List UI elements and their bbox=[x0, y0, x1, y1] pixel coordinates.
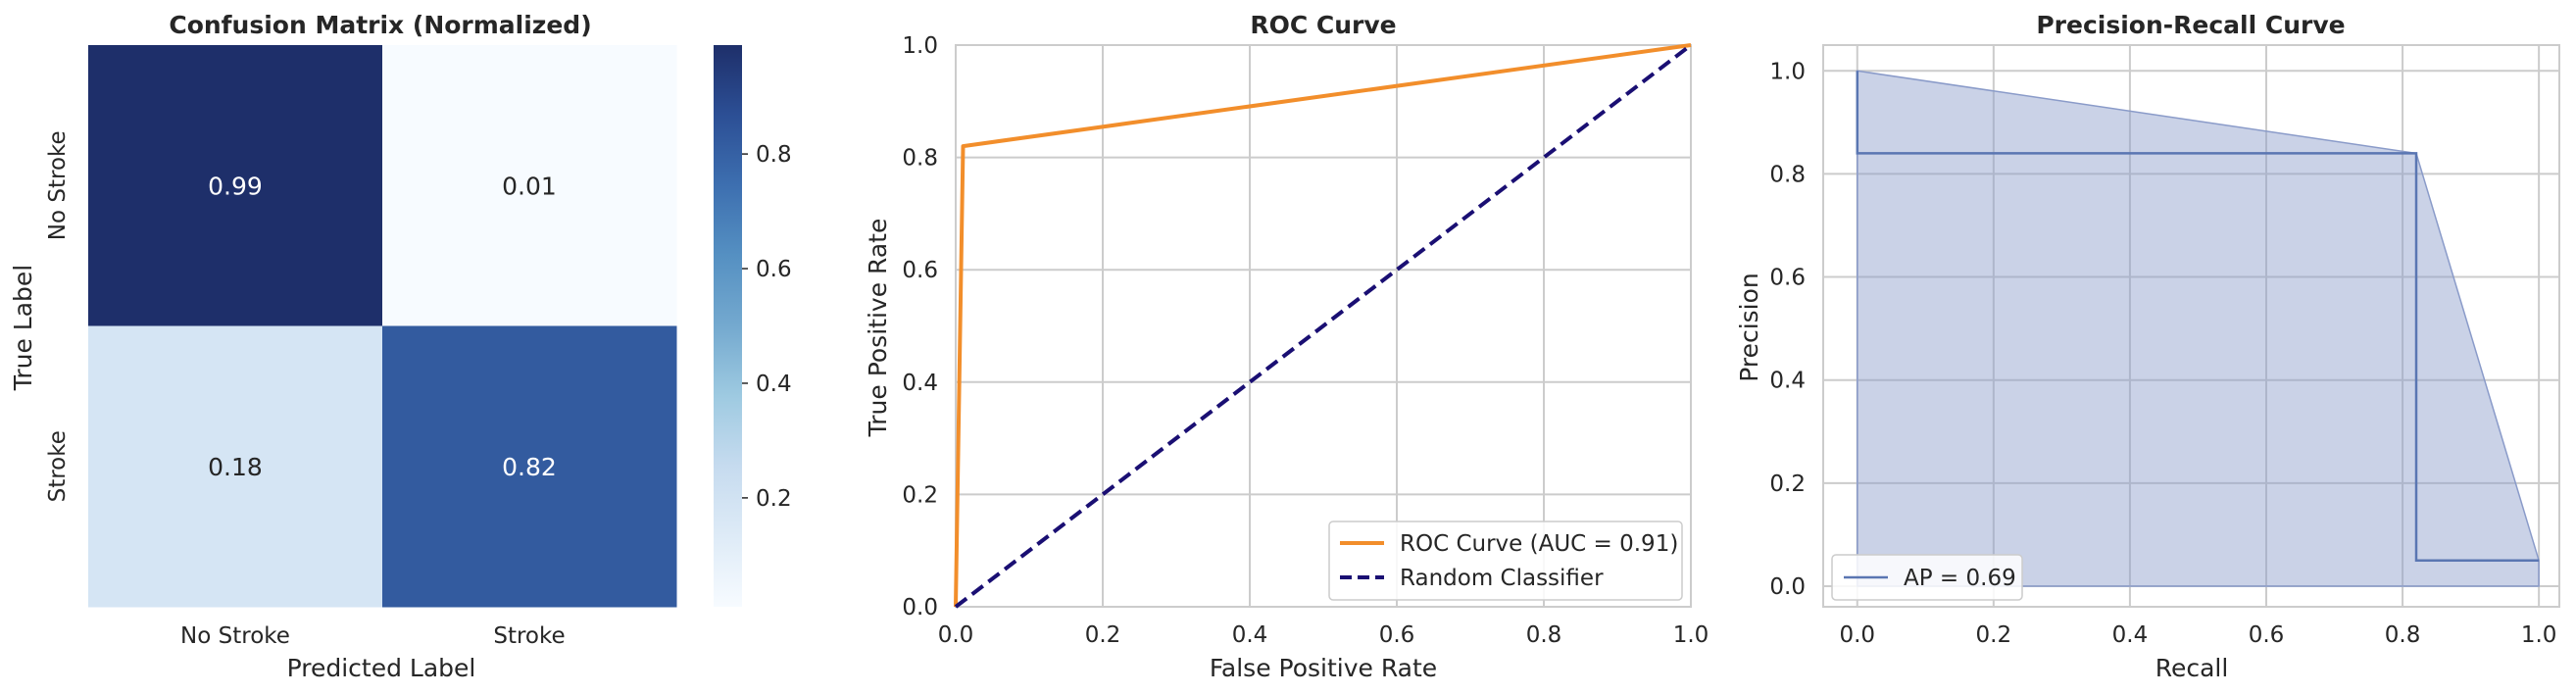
roc-grid bbox=[955, 44, 1692, 608]
roc-y-axis-label: True Positive Rate bbox=[864, 219, 892, 438]
cm-x-axis-label: Predicted Label bbox=[287, 654, 476, 682]
colorbar-tick-label: 0.2 bbox=[756, 486, 792, 512]
cm-cell-label-1-0: 0.18 bbox=[208, 453, 263, 481]
cm-y-tick-label: Stroke bbox=[45, 430, 71, 502]
roc-x-tick-labels: 0.0 0.2 0.4 0.6 0.8 1.0 bbox=[938, 622, 1709, 648]
cm-title: Confusion Matrix (Normalized) bbox=[169, 11, 591, 39]
pr-step-line bbox=[1856, 71, 2540, 562]
roc-y-tick-labels: 0.0 0.2 0.4 0.6 0.8 1.0 bbox=[902, 33, 938, 621]
pr-panel: Precision-Recall Curve 0.0 0.2 0.4 0.6 0.8 1.… bbox=[1735, 11, 2560, 682]
cm-y-tick-labels: No Stroke Stroke bbox=[45, 130, 71, 502]
roc-y-tick-label: 1.0 bbox=[902, 33, 938, 59]
pr-y-tick-label: 0.0 bbox=[1769, 574, 1806, 600]
roc-series-line-1 bbox=[954, 43, 1693, 609]
roc-legend-box bbox=[1328, 521, 1683, 601]
roc-x-tick-label: 0.2 bbox=[1085, 622, 1121, 648]
roc-x-tick-label: 0.0 bbox=[938, 622, 974, 648]
pr-legend-label: AP = 0.69 bbox=[1904, 566, 2016, 591]
roc-title: ROC Curve bbox=[1250, 11, 1396, 39]
colorbar-tick-label: 0.8 bbox=[756, 142, 792, 168]
pr-y-tick-labels: 0.0 0.2 0.4 0.6 0.8 1.0 bbox=[1769, 59, 1806, 600]
cm-cell-label-0-0: 0.99 bbox=[208, 172, 263, 200]
roc-y-tick-label: 0.6 bbox=[902, 258, 938, 283]
pr-y-tick-label: 0.2 bbox=[1769, 472, 1806, 497]
cm-x-tick-label: Stroke bbox=[493, 623, 565, 649]
roc-x-tick-label: 0.4 bbox=[1232, 622, 1268, 648]
roc-legend-label-0: ROC Curve (AUC = 0.91) bbox=[1400, 531, 1678, 557]
pr-x-tick-label: 0.0 bbox=[1839, 622, 1875, 648]
pr-y-tick-label: 1.0 bbox=[1769, 59, 1806, 84]
pr-x-tick-label: 0.4 bbox=[2112, 622, 2149, 648]
cm-cell-0-1 bbox=[382, 45, 677, 326]
colorbar-ticks: 0.2 0.4 0.6 0.8 bbox=[742, 142, 792, 512]
roc-x-tick-label: 0.8 bbox=[1526, 622, 1562, 648]
pr-y-tick-label: 0.4 bbox=[1769, 369, 1806, 394]
pr-legend-box bbox=[1831, 554, 2023, 601]
cm-y-axis-label: True Label bbox=[9, 265, 37, 392]
pr-plot-area bbox=[1822, 44, 2560, 608]
cm-cell-1-0 bbox=[88, 325, 383, 608]
pr-fill-area bbox=[1857, 70, 2540, 587]
roc-legend-label-1: Random Classifier bbox=[1400, 566, 1604, 591]
cm-cell-label-0-1: 0.01 bbox=[502, 172, 557, 200]
cm-cell-label-1-1: 0.82 bbox=[502, 453, 557, 481]
cm-x-tick-label: No Stroke bbox=[180, 623, 290, 649]
cm-cell-0-0 bbox=[88, 45, 383, 326]
pr-x-tick-labels: 0.0 0.2 0.4 0.6 0.8 1.0 bbox=[1839, 622, 2556, 648]
cm-cell-1-1 bbox=[382, 325, 677, 608]
pr-fill-polygon bbox=[1857, 70, 2540, 587]
roc-y-tick-label: 0.2 bbox=[902, 482, 938, 508]
pr-x-tick-label: 0.2 bbox=[1976, 622, 2012, 648]
roc-y-tick-label: 0.4 bbox=[902, 371, 938, 396]
colorbar-tick-label: 0.4 bbox=[756, 372, 792, 397]
pr-title: Precision-Recall Curve bbox=[2036, 11, 2345, 39]
colorbar-tick-label: 0.6 bbox=[756, 257, 792, 282]
pr-x-tick-label: 0.6 bbox=[2249, 622, 2285, 648]
cm-cells: 0.99 0.01 0.18 0.82 bbox=[88, 45, 677, 608]
pr-step-series bbox=[1856, 71, 2540, 562]
colorbar bbox=[714, 45, 742, 607]
roc-series-line-0 bbox=[954, 43, 1692, 608]
pr-x-tick-label: 0.8 bbox=[2385, 622, 2421, 648]
roc-x-tick-label: 1.0 bbox=[1673, 622, 1709, 648]
roc-series bbox=[954, 43, 1693, 609]
roc-y-tick-label: 0.0 bbox=[902, 595, 938, 621]
cm-y-tick-label: No Stroke bbox=[45, 130, 71, 240]
roc-legend: ROC Curve (AUC = 0.91) Random Classifier bbox=[1328, 521, 1683, 601]
pr-y-tick-label: 0.8 bbox=[1769, 162, 1806, 187]
pr-x-tick-label: 1.0 bbox=[2521, 622, 2557, 648]
roc-x-tick-label: 0.6 bbox=[1379, 622, 1415, 648]
cm-x-tick-labels: No Stroke Stroke bbox=[180, 623, 566, 649]
roc-panel: ROC Curve 0.0 0.2 0.4 0.6 0.8 1.0 0.00.20.40.… bbox=[864, 11, 1709, 682]
pr-y-axis-label: Precision bbox=[1735, 273, 1763, 382]
pr-legend: AP = 0.69 bbox=[1831, 554, 2023, 601]
pr-y-tick-label: 0.6 bbox=[1769, 266, 1806, 291]
confusion-matrix-panel: Confusion Matrix (Normalized) 0.99 0.010.… bbox=[9, 11, 792, 682]
roc-y-tick-label: 0.8 bbox=[902, 146, 938, 172]
roc-x-axis-label: False Positive Rate bbox=[1210, 654, 1437, 682]
pr-x-axis-label: Recall bbox=[2155, 654, 2229, 682]
